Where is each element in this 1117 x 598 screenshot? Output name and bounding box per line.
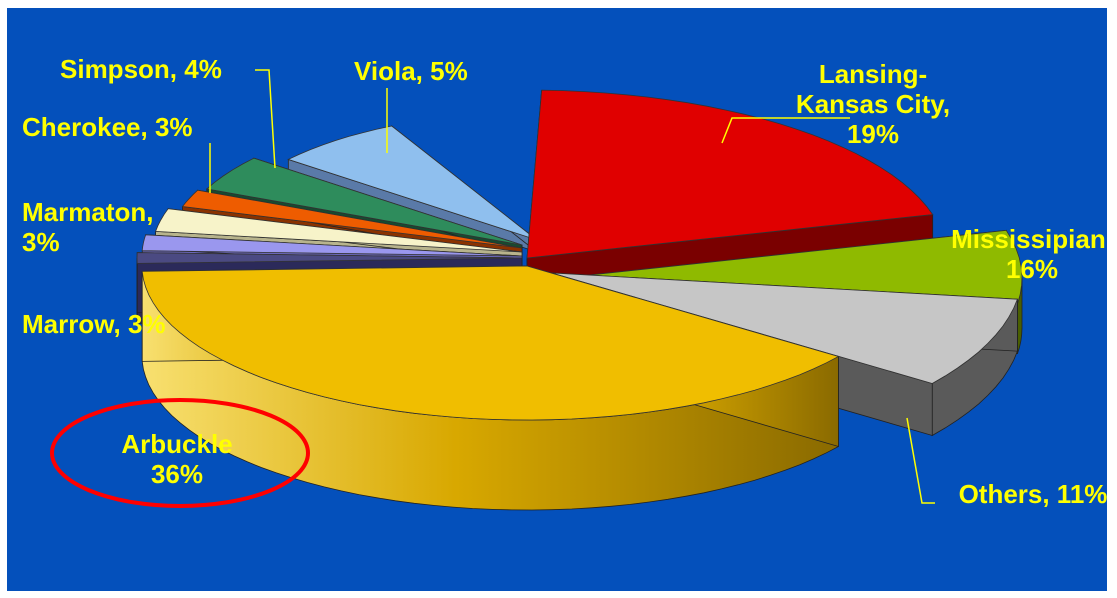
pie-top-cherokee <box>155 208 523 253</box>
data-label-marrow: Marrow, 3% <box>22 309 166 339</box>
leader-line-simpson <box>255 69 276 169</box>
data-label-lansing-kansas-city: Lansing-Kansas City, 19% <box>796 59 950 149</box>
data-label-cherokee: Cherokee, 3% <box>22 112 193 142</box>
pie-top-marrow <box>136 252 523 264</box>
data-label-marmaton: Marmaton, 3% <box>22 197 153 257</box>
data-label-arbuckle: Arbuckle 36% <box>121 429 232 489</box>
pie-top-marmaton <box>141 234 523 257</box>
highlight-ellipse <box>50 398 310 508</box>
pie-top-others <box>551 272 1018 384</box>
chart-panel: Lansing-Kansas City, 19% Mississipian, 16% O… <box>7 8 1107 591</box>
data-label-others: Others, 11% <box>959 479 1107 509</box>
data-label-mississipian: Mississipian, 16% <box>951 224 1107 284</box>
pie-top-simpson <box>181 189 523 249</box>
leader-line-others <box>906 417 935 504</box>
pie-top-lansing-kansas-city <box>526 89 934 259</box>
data-label-simpson: Simpson, 4% <box>60 54 222 84</box>
pie-slice-arbuckle <box>141 265 840 511</box>
pie-top-mississipian <box>561 229 1023 305</box>
data-label-viola: Viola, 5% <box>354 56 468 86</box>
pie-slice-viola-sliver <box>287 125 538 253</box>
pie-chart: Lansing-Kansas City, 19% Mississipian, 16% O… <box>22 54 1107 511</box>
pie-top-viola-sliver <box>287 125 538 241</box>
leader-line-lansing-kansas-city <box>721 117 850 144</box>
pie-top-viola <box>205 157 523 246</box>
pie-top-arbuckle <box>141 265 840 421</box>
